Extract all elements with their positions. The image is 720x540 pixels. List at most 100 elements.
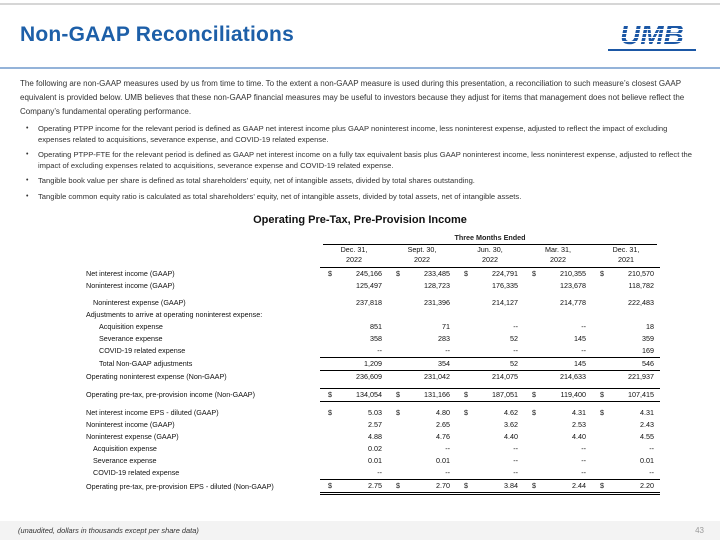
- cell-value: 123,678: [560, 280, 586, 290]
- table-row: Acquisition expense 0.02 -- -- -- --: [86, 443, 660, 455]
- table-row: Severance expense 0.01 0.01 -- -- 0.01: [86, 455, 660, 467]
- cell-value: $210,570: [600, 268, 654, 278]
- column-date-row: Dec. 31, Sept. 30, Jun. 30, Mar. 31, Dec. 31…: [86, 245, 660, 256]
- cell-value: [524, 309, 592, 321]
- page-title: Non-GAAP Reconciliations: [20, 23, 294, 46]
- column-header-year: 2021: [592, 255, 660, 268]
- row-label: Operating noninterest expense (Non-GAAP): [86, 371, 227, 381]
- cell-value: 128,723: [424, 280, 450, 290]
- cell-value: 283: [438, 333, 450, 343]
- column-header-year: 2022: [524, 255, 592, 268]
- header: Non-GAAP Reconciliations UMB: [0, 0, 720, 51]
- cell-value: $2.70: [388, 478, 456, 495]
- row-label: Net interest income (GAAP): [86, 268, 175, 278]
- cell-value: 358: [370, 333, 382, 343]
- cell-value: 237,818: [356, 297, 382, 307]
- table-row: Total Non-GAAP adjustments 1,209 354 52 145 5…: [86, 356, 660, 371]
- bullet-item: • Tangible common equity ratio is calcula…: [26, 192, 694, 203]
- cell-value: $224,791: [464, 268, 518, 278]
- table-row: Noninterest income (GAAP) 2.57 2.65 3.62 2.5…: [86, 419, 660, 431]
- cell-value: 4.88: [368, 431, 382, 441]
- cell-value: --: [377, 467, 382, 477]
- dollar-sign: $: [328, 268, 332, 278]
- table-title: Operating Pre-Tax, Pre-Provision Income: [253, 213, 467, 226]
- dollar-sign: $: [464, 268, 468, 278]
- cell-value: --: [513, 321, 518, 331]
- cell-value: $4.31: [600, 407, 654, 417]
- cell-value: $2.20: [592, 478, 660, 495]
- cell-value: 2.65: [436, 419, 450, 429]
- cell-value: 222,483: [628, 297, 654, 307]
- row-label: Noninterest expense (GAAP): [86, 431, 179, 441]
- cell-value: 0.02: [368, 443, 382, 453]
- cell-value: 4.40: [504, 431, 518, 441]
- footnote: (unaudited, dollars in thousands except …: [18, 526, 199, 535]
- top-divider: [0, 3, 720, 5]
- cell-value: 354: [388, 356, 456, 371]
- cell-value: $245,166: [328, 268, 382, 278]
- table-row: COVID-19 related expense -- -- -- -- --: [86, 467, 660, 480]
- table-row: Operating noninterest expense (Non-GAAP)…: [86, 369, 660, 383]
- cell-value: --: [581, 443, 586, 453]
- cell-value: 236,609: [320, 369, 388, 383]
- cell-value: --: [581, 455, 586, 465]
- cell-value: [388, 309, 456, 321]
- row-label: Severance expense: [99, 333, 163, 343]
- umb-logo: UMB: [608, 21, 696, 51]
- dollar-sign: $: [328, 389, 332, 399]
- cell-value: 118,782: [628, 280, 654, 290]
- column-header-date: Dec. 31,: [340, 244, 368, 254]
- bullet-text: Operating PTPP income for the relevant p…: [38, 124, 668, 144]
- cell-value: --: [581, 321, 586, 331]
- bullet-marker-icon: •: [26, 192, 29, 200]
- cell-value: 214,075: [456, 369, 524, 383]
- period-header-row: Three Months Ended: [86, 232, 660, 245]
- cell-value: 851: [370, 321, 382, 331]
- cell-value: 18: [646, 321, 654, 331]
- cell-value: --: [445, 345, 450, 355]
- table-row: Net interest income EPS - diluted (GAAP)…: [86, 407, 660, 419]
- cell-value: 1,209: [320, 356, 388, 371]
- dollar-sign: $: [600, 407, 604, 417]
- cell-value: 0.01: [368, 455, 382, 465]
- bullet-marker-icon: •: [26, 125, 29, 132]
- cell-value: --: [445, 443, 450, 453]
- dollar-sign: $: [464, 407, 468, 417]
- cell-value: --: [513, 345, 518, 355]
- dollar-sign: $: [396, 268, 400, 278]
- dollar-sign: $: [328, 407, 332, 417]
- column-header-year: 2022: [388, 255, 456, 268]
- table-row: Adjustments to arrive at operating nonin…: [86, 309, 660, 321]
- row-label: Adjustments to arrive at operating nonin…: [86, 309, 263, 319]
- column-header-year: 2022: [320, 255, 388, 268]
- cell-value: 546: [592, 356, 660, 371]
- row-label: Acquisition expense: [93, 443, 157, 453]
- cell-value: $2.75: [320, 478, 388, 495]
- cell-value: $4.31: [532, 407, 586, 417]
- cell-value: 231,396: [424, 297, 450, 307]
- cell-value: --: [377, 345, 382, 355]
- cell-value: $4.62: [464, 407, 518, 417]
- cell-value: --: [513, 467, 518, 477]
- row-label: Net interest income EPS - diluted (GAAP): [86, 407, 219, 417]
- cell-value: 231,042: [388, 369, 456, 383]
- cell-value: --: [581, 345, 586, 355]
- table-row: Operating pre-tax, pre-provision income …: [86, 387, 660, 402]
- dollar-sign: $: [328, 480, 332, 490]
- cell-value: 71: [442, 321, 450, 331]
- row-label: Noninterest expense (GAAP): [93, 297, 186, 307]
- cell-value: 52: [510, 333, 518, 343]
- cell-value: 214,127: [492, 297, 518, 307]
- cell-value: [320, 309, 388, 321]
- cell-value: $187,051: [456, 387, 524, 402]
- financial-table: Three Months Ended Dec. 31, Sept. 30, Jun.…: [86, 232, 660, 495]
- dollar-sign: $: [532, 389, 536, 399]
- cell-value: $3.84: [456, 478, 524, 495]
- row-label: Operating pre-tax, pre-provision income …: [86, 390, 255, 400]
- cell-value: $131,166: [388, 387, 456, 402]
- cell-value: 3.62: [504, 419, 518, 429]
- cell-value: 2.57: [368, 419, 382, 429]
- cell-value: 52: [456, 356, 524, 371]
- bullet-text: Tangible book value per share is defined…: [38, 176, 475, 186]
